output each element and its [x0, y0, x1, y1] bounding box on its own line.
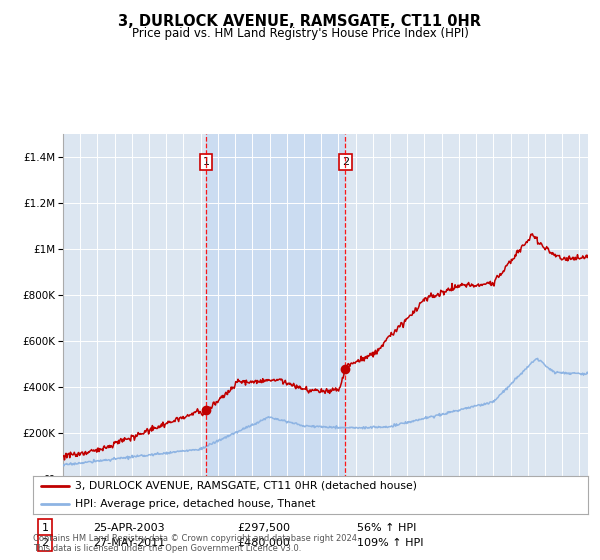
- Text: Contains HM Land Registry data © Crown copyright and database right 2024.
This d: Contains HM Land Registry data © Crown c…: [33, 534, 359, 553]
- Text: Price paid vs. HM Land Registry's House Price Index (HPI): Price paid vs. HM Land Registry's House …: [131, 27, 469, 40]
- Text: 2: 2: [41, 538, 49, 548]
- Text: 109% ↑ HPI: 109% ↑ HPI: [357, 538, 424, 548]
- Text: 2: 2: [342, 157, 349, 167]
- Text: 25-APR-2003: 25-APR-2003: [93, 522, 164, 533]
- Bar: [206, 134, 346, 479]
- Text: £480,000: £480,000: [237, 538, 290, 548]
- Text: £297,500: £297,500: [237, 522, 290, 533]
- Text: 1: 1: [203, 157, 210, 167]
- Text: 3, DURLOCK AVENUE, RAMSGATE, CT11 0HR (detached house): 3, DURLOCK AVENUE, RAMSGATE, CT11 0HR (d…: [74, 481, 416, 491]
- Text: 27-MAY-2011: 27-MAY-2011: [93, 538, 165, 548]
- Text: HPI: Average price, detached house, Thanet: HPI: Average price, detached house, Than…: [74, 499, 315, 509]
- Text: 3, DURLOCK AVENUE, RAMSGATE, CT11 0HR: 3, DURLOCK AVENUE, RAMSGATE, CT11 0HR: [119, 14, 482, 29]
- Text: 56% ↑ HPI: 56% ↑ HPI: [357, 522, 416, 533]
- Text: 1: 1: [41, 522, 49, 533]
